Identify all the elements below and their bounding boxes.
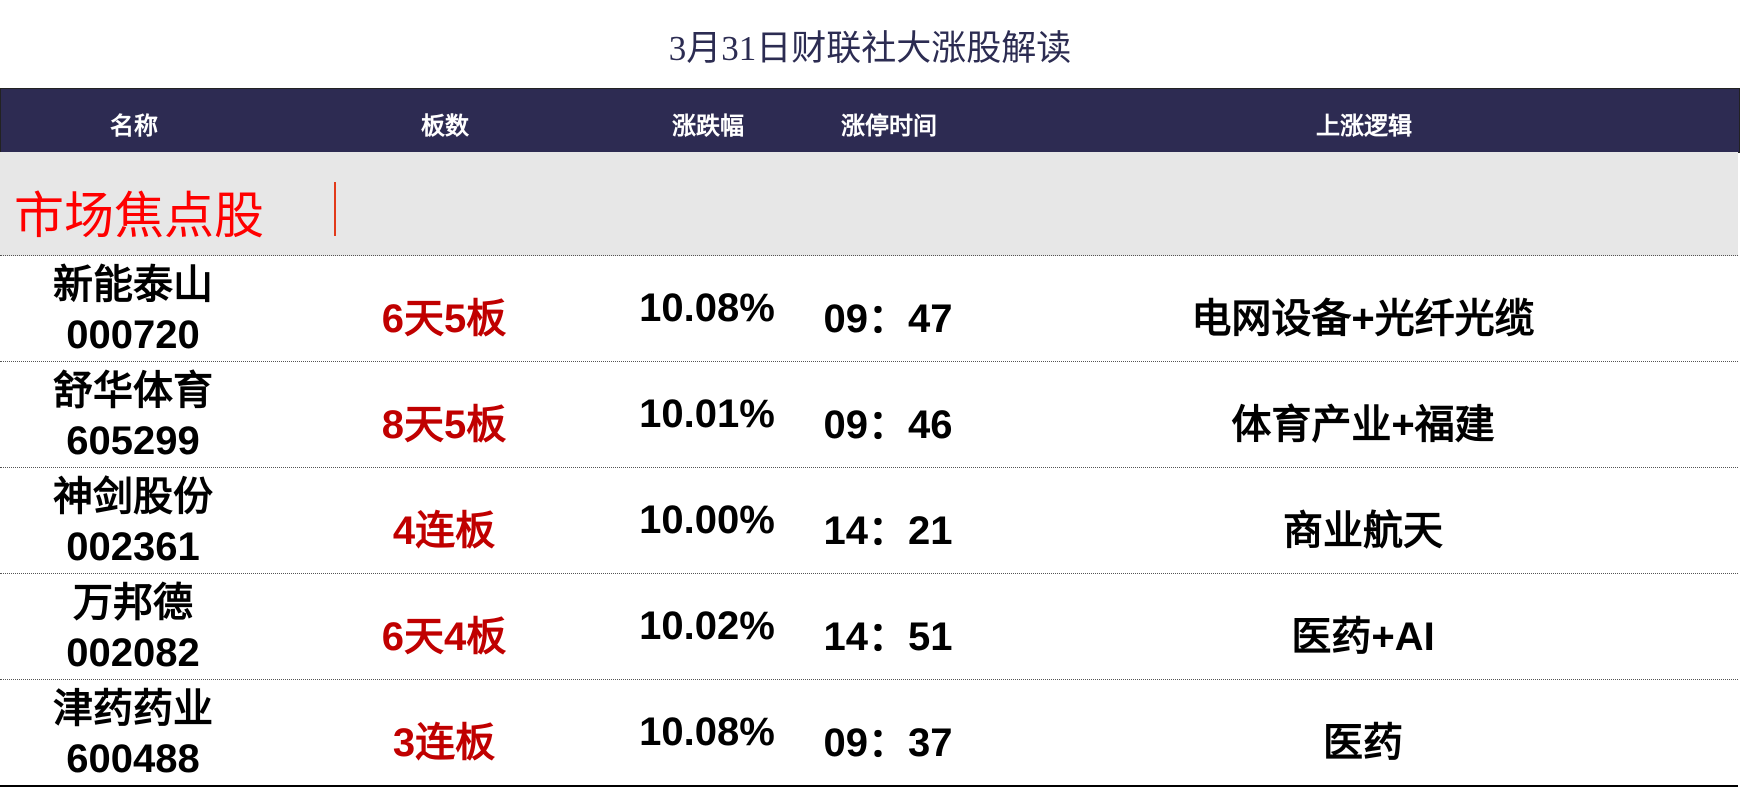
- change: 10.00%: [639, 498, 775, 542]
- limit-time: 09：46: [823, 403, 953, 447]
- section-divider: [334, 182, 336, 236]
- section-label: 市场焦点股: [14, 188, 264, 244]
- change: 10.02%: [639, 604, 775, 648]
- limit-time: 09：37: [823, 721, 953, 765]
- stock-code: 002361: [66, 525, 200, 569]
- boards: 8天5板: [381, 403, 507, 447]
- logic: 医药: [1323, 721, 1403, 765]
- boards: 4连板: [392, 509, 496, 553]
- boards: 6天4板: [381, 615, 507, 659]
- limit-time: 14：51: [823, 615, 953, 659]
- header-boards: 板数: [421, 113, 469, 140]
- stock-code: 605299: [66, 419, 200, 463]
- logic: 体育产业+福建: [1231, 403, 1495, 447]
- table-header: 名称 板数 涨跌幅 涨停时间 上涨逻辑: [0, 88, 1740, 153]
- table-row: 舒华体育 605299 8天5板 10.01% 09：46 体育产业+福建: [0, 362, 1738, 468]
- stock-name: 津药药业: [53, 687, 213, 731]
- logic: 商业航天: [1283, 509, 1443, 553]
- limit-time: 09：47: [823, 297, 953, 341]
- stock-name: 舒华体育: [53, 369, 213, 413]
- table-row: 新能泰山 000720 6天5板 10.08% 09：47 电网设备+光纤光缆: [0, 256, 1738, 362]
- page-title: 3月31日财联社大涨股解读: [668, 29, 1072, 68]
- header-logic: 上涨逻辑: [1316, 113, 1412, 140]
- change: 10.08%: [639, 286, 775, 330]
- stock-name: 神剑股份: [53, 475, 213, 519]
- change: 10.01%: [639, 392, 775, 436]
- table-row: 神剑股份 002361 4连板 10.00% 14：21 商业航天: [0, 468, 1738, 574]
- table-row: 津药药业 600488 3连板 10.08% 09：37 医药: [0, 680, 1738, 787]
- stock-code: 000720: [66, 313, 200, 357]
- header-name: 名称: [110, 113, 158, 140]
- stock-name: 万邦德: [72, 581, 193, 625]
- table-row: 万邦德 002082 6天4板 10.02% 14：51 医药+AI: [0, 574, 1738, 680]
- stock-name: 新能泰山: [53, 263, 213, 307]
- change: 10.08%: [639, 710, 775, 754]
- stock-code: 002082: [66, 631, 200, 675]
- logic: 医药+AI: [1291, 615, 1435, 659]
- boards: 3连板: [392, 721, 496, 765]
- header-limit-time: 涨停时间: [841, 113, 937, 140]
- stock-code: 600488: [66, 737, 200, 781]
- logic: 电网设备+光纤光缆: [1191, 297, 1535, 341]
- boards: 6天5板: [381, 297, 507, 341]
- section-banner: 市场焦点股: [0, 152, 1738, 256]
- limit-time: 14：21: [823, 509, 953, 553]
- header-change: 涨跌幅: [672, 113, 744, 140]
